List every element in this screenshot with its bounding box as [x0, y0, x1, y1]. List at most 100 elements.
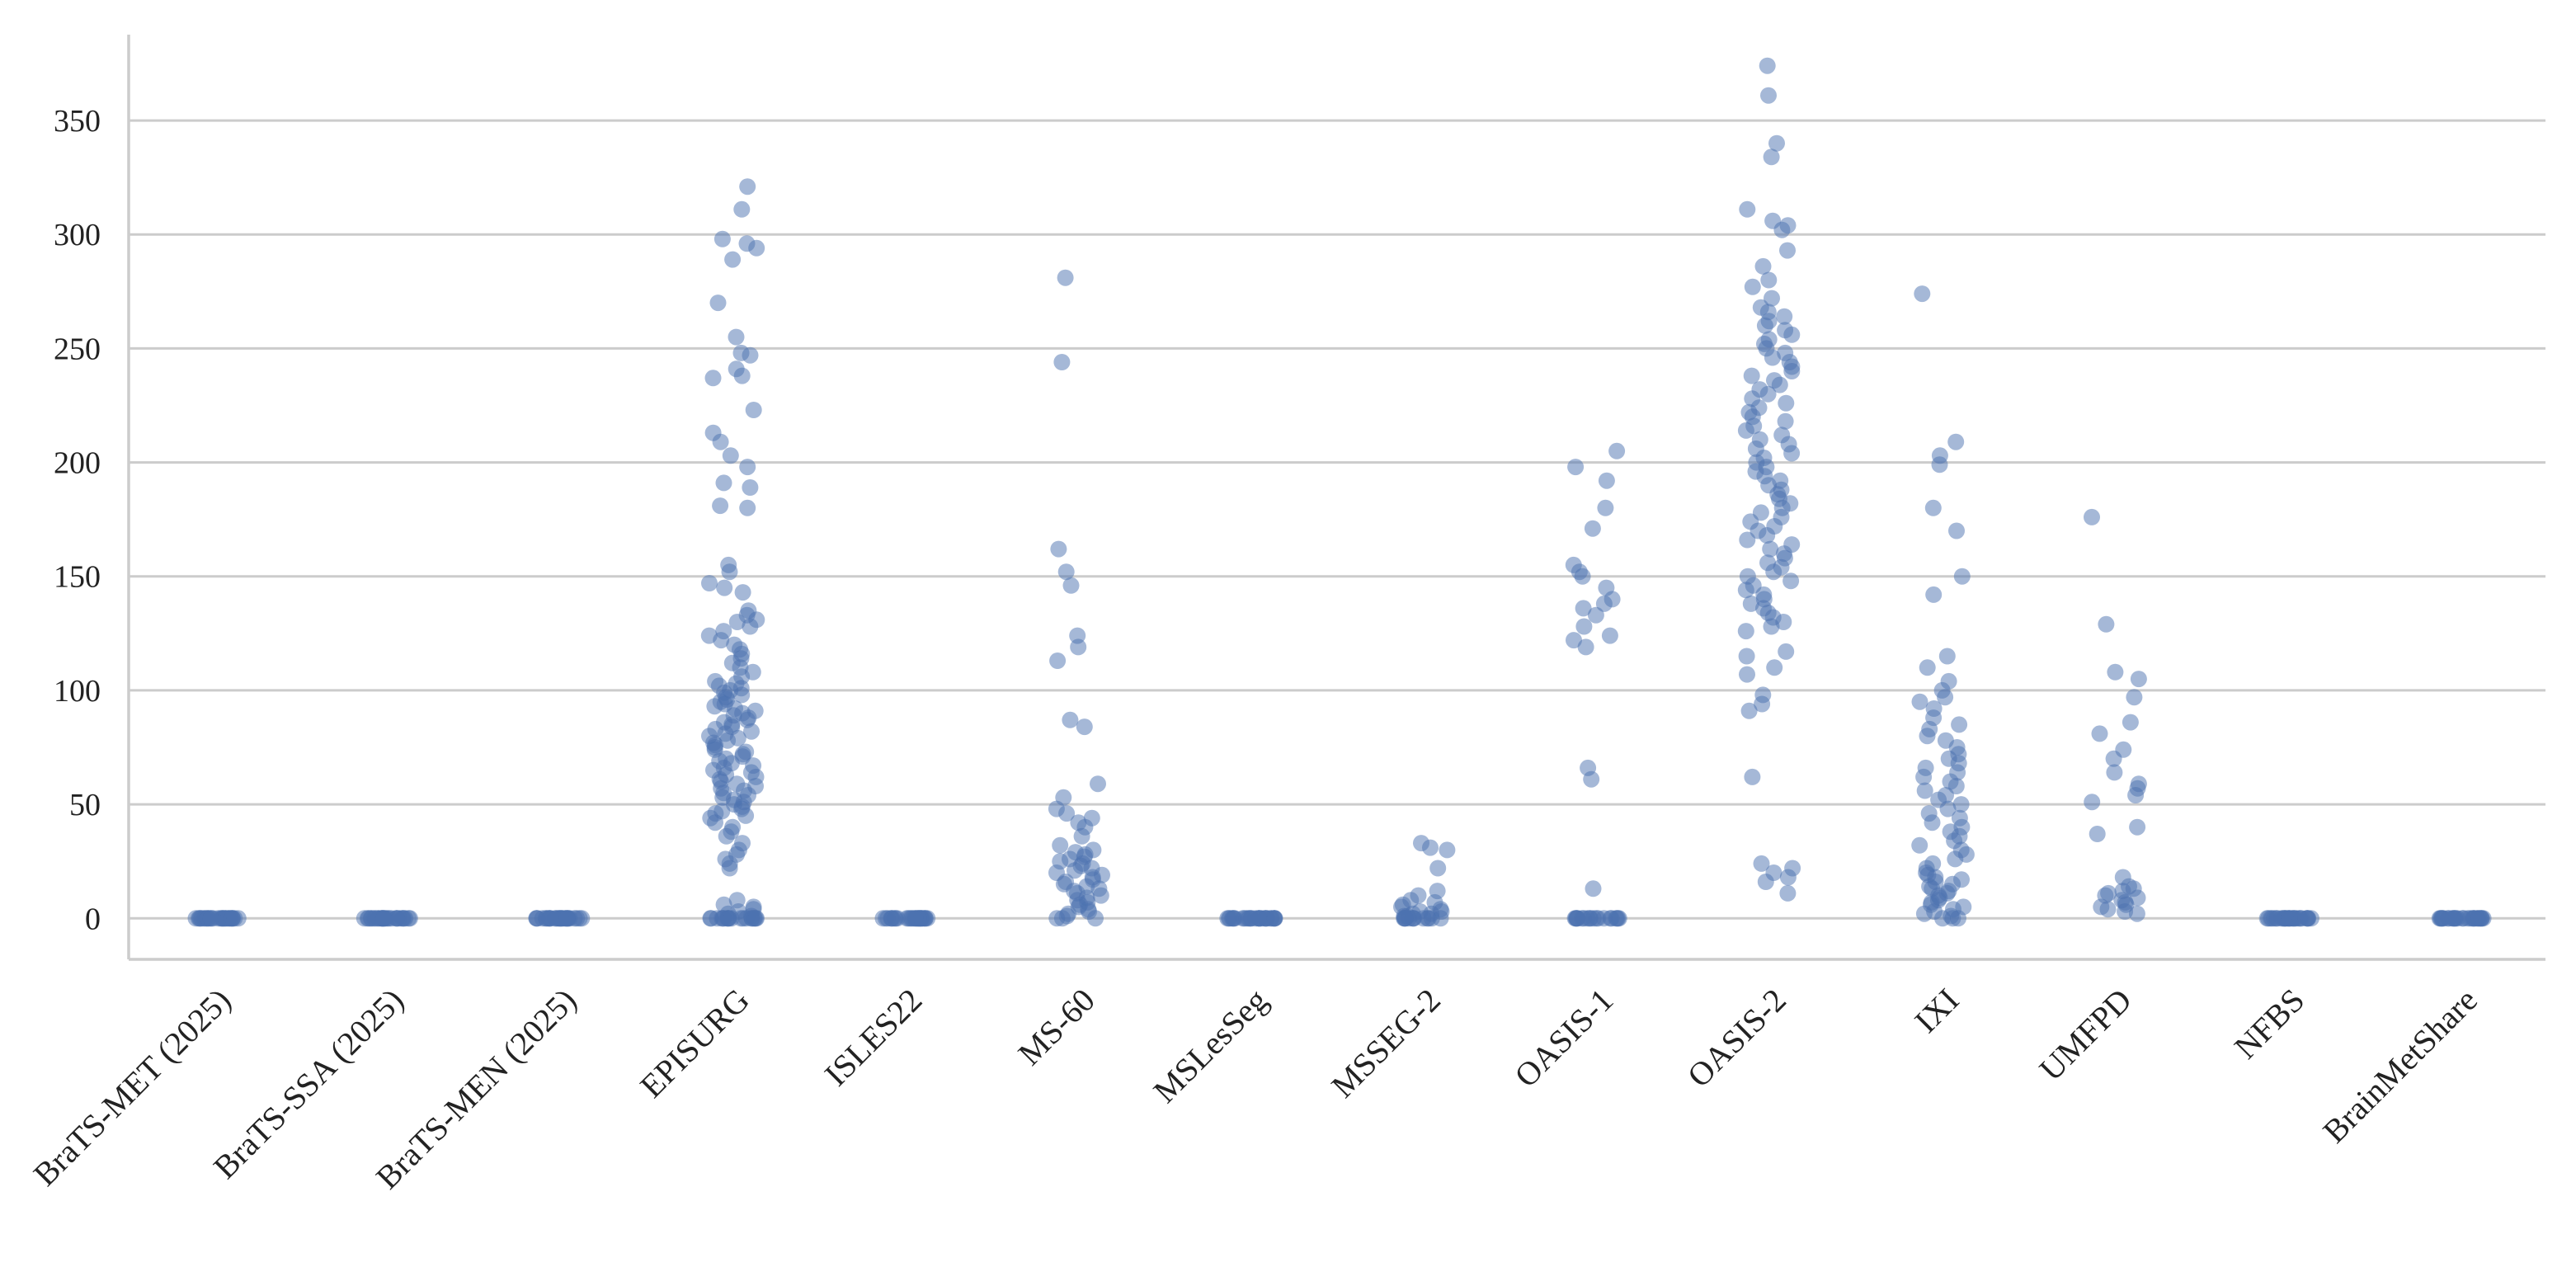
data-point	[1783, 326, 1801, 343]
data-point	[1915, 905, 1933, 922]
data-point	[1744, 768, 1761, 785]
data-point	[1754, 695, 1771, 713]
data-point	[715, 474, 732, 492]
data-point	[733, 200, 751, 218]
data-point	[2470, 910, 2488, 927]
data-point	[1222, 910, 1239, 927]
data-point	[1916, 782, 1933, 799]
data-point	[1952, 796, 1970, 813]
data-point	[1947, 433, 1965, 450]
data-point	[910, 910, 927, 927]
data-point	[1762, 540, 1779, 558]
data-point	[1432, 910, 1449, 927]
data-point	[1777, 412, 1794, 430]
data-point	[1757, 874, 1774, 890]
data-point	[2127, 787, 2145, 803]
data-point	[1396, 910, 1414, 927]
data-point	[1597, 499, 1614, 516]
y-tick-label: 0	[85, 902, 101, 936]
x-tick-label: MSSEG-2	[1324, 982, 1448, 1105]
x-tick-label: OASIS-1	[1507, 982, 1620, 1095]
data-point	[1053, 910, 1071, 927]
data-point	[1915, 768, 1933, 785]
data-point	[1057, 563, 1075, 581]
data-point	[1057, 269, 1074, 286]
data-point	[701, 575, 718, 591]
data-point	[715, 910, 732, 927]
data-point	[1779, 242, 1796, 259]
data-point	[1924, 499, 1942, 516]
grid-layer	[129, 119, 2545, 920]
data-point	[1090, 775, 1106, 793]
data-point	[1058, 805, 1076, 822]
data-point	[1754, 257, 1772, 275]
data-point	[2281, 910, 2298, 927]
data-point	[722, 447, 739, 464]
data-point	[2122, 714, 2139, 731]
data-point	[1439, 841, 1456, 859]
data-point	[1052, 836, 1069, 854]
data-point	[1053, 354, 1071, 370]
data-point	[1763, 148, 1780, 166]
data-point	[734, 584, 751, 601]
data-point	[1776, 308, 1793, 325]
data-point	[2105, 750, 2122, 767]
data-point	[718, 827, 735, 845]
data-point	[1947, 850, 1964, 868]
data-point	[1919, 728, 1936, 745]
data-point	[1608, 442, 1626, 459]
data-point	[743, 910, 761, 927]
data-point	[202, 910, 219, 927]
data-point	[1759, 385, 1777, 403]
y-tick-label: 100	[54, 674, 101, 709]
data-point	[528, 910, 545, 927]
data-point	[2117, 903, 2134, 920]
data-point	[1610, 910, 1627, 927]
data-point	[571, 910, 588, 927]
data-point	[1768, 134, 1785, 152]
data-point	[742, 346, 759, 364]
data-point	[1240, 910, 1257, 927]
x-tick-label: BraTS-SSA (2025)	[206, 982, 411, 1186]
data-point	[883, 910, 900, 927]
data-point	[1951, 716, 1968, 733]
data-point	[1076, 718, 1093, 736]
data-point	[2106, 764, 2123, 781]
data-point	[1766, 659, 1783, 676]
data-point	[1759, 57, 1776, 74]
x-tick-label: EPISURG	[633, 982, 756, 1105]
data-point	[1738, 648, 1755, 665]
axes-layer	[127, 35, 2545, 961]
data-point	[733, 367, 751, 384]
data-point	[1953, 568, 1971, 585]
data-point	[1743, 367, 1760, 384]
y-tick-label: 50	[69, 788, 101, 822]
data-point	[721, 563, 738, 581]
data-point	[739, 178, 756, 195]
x-tick-label: UMFPD	[2032, 982, 2139, 1088]
data-point	[1585, 880, 1602, 897]
data-point	[706, 698, 723, 715]
data-point	[1783, 445, 1801, 462]
data-point	[1429, 860, 1447, 877]
data-point	[737, 807, 755, 824]
data-point	[1588, 910, 1605, 927]
data-point	[1782, 572, 1800, 590]
data-point	[1914, 285, 1931, 303]
data-point	[748, 239, 765, 257]
data-point	[1737, 623, 1754, 640]
data-point	[1759, 527, 1776, 544]
data-point	[1911, 836, 1928, 854]
data-point	[2098, 615, 2115, 633]
data-point	[1595, 595, 1613, 612]
data-point	[1765, 563, 1782, 581]
data-point	[742, 618, 759, 635]
data-point	[1087, 910, 1104, 927]
data-point	[1415, 910, 1432, 927]
data-point	[2130, 671, 2147, 688]
x-tick-label: OASIS-2	[1680, 982, 1793, 1095]
x-tick-label: IXI	[1907, 982, 1966, 1040]
data-point	[728, 614, 746, 630]
